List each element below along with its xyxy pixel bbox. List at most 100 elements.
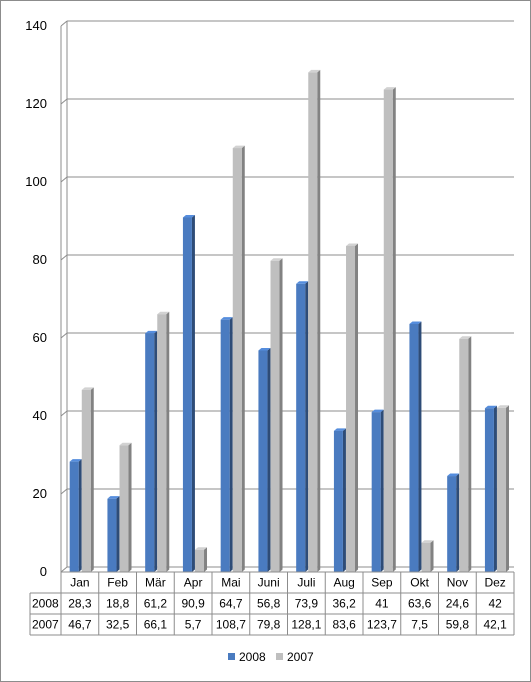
- bar-side: [456, 473, 460, 572]
- y-tick-label: 60: [33, 330, 47, 345]
- gridline-depth: [60, 98, 68, 105]
- gridlines: [60, 20, 514, 573]
- bar-top: [333, 428, 346, 431]
- bar-top: [145, 330, 158, 334]
- table-value: 46,7: [68, 618, 92, 632]
- y-tick-label: 20: [33, 486, 47, 501]
- bar-top: [484, 405, 497, 409]
- bar-side: [116, 496, 120, 572]
- bar-front: [81, 389, 91, 572]
- legend: 2008 2007: [228, 650, 314, 664]
- bar-top: [296, 281, 309, 284]
- bar-front: [409, 323, 419, 572]
- legend-label: 2007: [287, 650, 314, 664]
- table-value: 128,1: [291, 618, 321, 632]
- x-category-label: Dez: [484, 576, 505, 590]
- bar-side: [241, 145, 245, 572]
- x-category-label: Nov: [447, 576, 468, 590]
- table-value: 108,7: [216, 618, 246, 632]
- table-value: 123,7: [367, 618, 397, 632]
- bar: [81, 387, 94, 572]
- table-value: 66,1: [144, 618, 168, 632]
- bar-front: [421, 542, 431, 572]
- bar: [409, 321, 422, 572]
- y-tick-label: 120: [25, 96, 47, 111]
- bar: [157, 311, 170, 572]
- table-value: 28,3: [68, 597, 92, 611]
- bar-top: [497, 405, 510, 408]
- x-category-label: Apr: [184, 576, 203, 590]
- bar: [182, 214, 195, 573]
- table-value: 56,8: [257, 597, 281, 611]
- bar-top: [157, 311, 170, 315]
- bar-front: [333, 430, 343, 572]
- table-value: 59,8: [446, 618, 470, 632]
- table-value: 83,6: [332, 618, 356, 632]
- bar-side: [392, 87, 396, 572]
- bar: [258, 347, 271, 572]
- bars: [69, 69, 510, 573]
- bar-side: [229, 317, 233, 572]
- bar: [383, 87, 396, 572]
- bar-front: [107, 498, 117, 572]
- bar-top: [346, 243, 359, 246]
- bar-front: [371, 412, 381, 572]
- bar: [270, 258, 283, 572]
- x-category-label: Mai: [221, 576, 240, 590]
- bar: [421, 540, 434, 572]
- bar-side: [317, 69, 321, 572]
- data-table: Jan Feb Mär Apr Mai Juni Juli Aug Sep Okt Nov Dez 20…: [29, 571, 515, 636]
- legend-item: 2007: [276, 650, 314, 664]
- legend-swatch: [228, 653, 235, 660]
- bar-side: [204, 547, 208, 572]
- gridline-depth: [60, 254, 68, 261]
- gridline-depth: [60, 20, 68, 27]
- bar-top: [81, 387, 94, 390]
- bar-top: [107, 496, 120, 499]
- bar-front: [308, 72, 318, 572]
- table-value: 36,2: [332, 597, 356, 611]
- x-category-label: Okt: [410, 576, 429, 590]
- bar-side: [191, 214, 195, 573]
- bar-side: [468, 336, 472, 572]
- x-category-label: Juli: [297, 576, 315, 590]
- x-category-label: Juni: [258, 576, 280, 590]
- bar-front: [220, 319, 230, 572]
- bar-front: [119, 445, 129, 572]
- bar-side: [267, 347, 271, 572]
- bar-front: [182, 217, 192, 573]
- bar-side: [166, 311, 170, 572]
- bar: [371, 409, 384, 572]
- bar: [459, 336, 472, 572]
- gridline-depth: [60, 176, 68, 183]
- bar-top: [447, 473, 460, 477]
- table-value: 61,2: [144, 597, 168, 611]
- table-value: 90,9: [181, 597, 205, 611]
- bar-top: [232, 145, 245, 149]
- x-category-label: Mär: [145, 576, 166, 590]
- table-value: 64,7: [219, 597, 243, 611]
- table-value: 41: [375, 597, 389, 611]
- bar-front: [296, 283, 306, 572]
- bar: [484, 405, 497, 572]
- bar-top: [308, 69, 321, 73]
- bar-top: [371, 409, 384, 413]
- bar-front: [270, 260, 280, 572]
- y-tick-label: 100: [25, 174, 47, 189]
- bar-side: [305, 281, 309, 572]
- legend-swatch: [276, 653, 283, 660]
- bar-front: [346, 245, 356, 572]
- bar-top: [220, 317, 233, 320]
- bar-front: [232, 148, 242, 572]
- bar-top: [459, 336, 472, 339]
- bar: [119, 442, 132, 572]
- y-tick-label: 0: [40, 564, 47, 579]
- bar-front: [69, 461, 79, 572]
- bar-top: [195, 547, 208, 550]
- bar-front: [157, 314, 167, 572]
- bar-side: [128, 442, 132, 572]
- bar: [220, 317, 233, 572]
- bar-side: [279, 258, 283, 572]
- table-value: 79,8: [257, 618, 281, 632]
- bar-top: [258, 347, 271, 351]
